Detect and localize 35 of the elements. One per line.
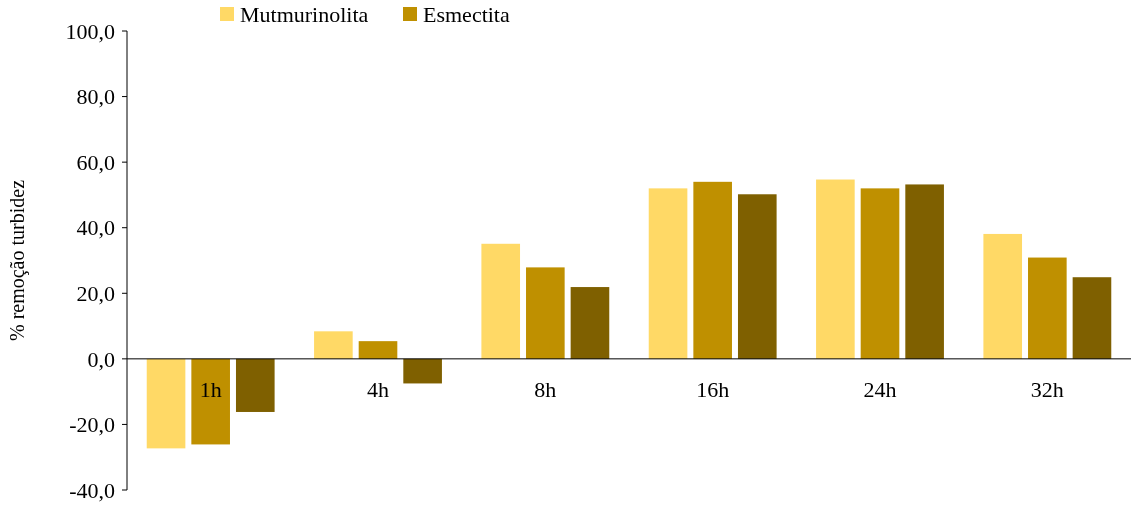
bar	[983, 233, 1023, 359]
x-tick-label: 8h	[534, 376, 557, 402]
bar	[191, 358, 230, 445]
bar	[860, 188, 900, 359]
bar	[235, 358, 275, 412]
bar	[481, 243, 521, 359]
y-axis-title: % remoção turbidez	[6, 179, 29, 342]
legend-label: Mutmurinolita	[240, 1, 369, 27]
y-tick-label: 100,0	[65, 18, 115, 44]
x-tick-label: 32h	[1030, 376, 1064, 402]
bar	[737, 194, 777, 359]
bar	[648, 188, 688, 359]
bar	[570, 287, 610, 359]
y-tick-label: 60,0	[76, 149, 115, 175]
y-tick-label: 0,0	[87, 346, 115, 372]
x-tick-label: 16h	[696, 376, 730, 402]
bar	[358, 341, 398, 359]
x-tick-label: 1h	[199, 376, 222, 402]
y-tick-label: 40,0	[76, 215, 115, 241]
bar	[526, 267, 565, 359]
bar	[905, 184, 944, 359]
bar	[816, 179, 855, 359]
y-tick-label: 20,0	[76, 280, 115, 306]
y-tick-label: -20,0	[69, 412, 115, 438]
x-tick-label: 4h	[367, 376, 389, 402]
y-tick-label: -40,0	[69, 477, 115, 503]
bar	[403, 358, 442, 384]
bar	[693, 181, 732, 359]
y-tick-label: 80,0	[76, 84, 115, 110]
bar	[314, 331, 353, 359]
bar	[1028, 257, 1067, 359]
x-tick-label: 24h	[863, 376, 897, 402]
legend-label: Esmectita	[423, 1, 510, 27]
bar	[146, 358, 186, 449]
bar	[1072, 277, 1112, 359]
